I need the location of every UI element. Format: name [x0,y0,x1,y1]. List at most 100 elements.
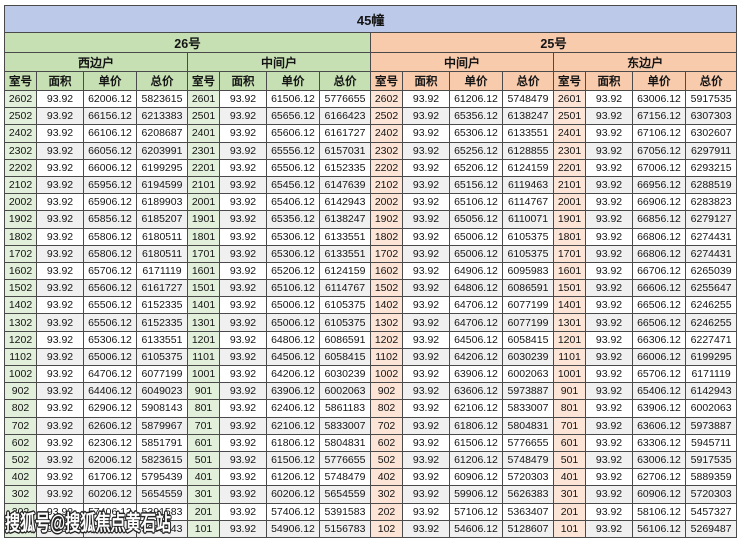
cell-area: 93.92 [219,330,267,349]
cell-total: 6002063 [684,399,738,418]
cell-unitprice: 65506.12 [83,296,137,315]
section-header-row: 26号 25号 [4,32,738,53]
cell-area: 93.92 [402,210,450,229]
cell-total: 6002063 [319,382,371,401]
cell-room: 1401 [553,296,586,315]
table-row: 802 93.92 62906.12 5908143 801 93.92 62406.12 5… [4,399,738,418]
cell-room: 602 [4,433,37,452]
cell-area: 93.92 [585,502,633,521]
cell-room: 1001 [553,364,586,384]
cell-total: 6255647 [684,279,738,298]
cell-unitprice: 64506.12 [449,330,503,349]
cell-room: 1101 [553,347,586,367]
cell-unitprice: 65606.12 [266,124,320,143]
cell-room: 1101 [187,347,220,367]
cell-area: 93.92 [402,468,450,487]
cell-room: 201 [553,502,586,521]
table-row: 1902 93.92 65856.12 6185207 1901 93.92 65356.1… [4,210,738,229]
cell-unitprice: 65206.12 [266,261,320,281]
cell-area: 93.92 [36,175,84,195]
cell-area: 93.92 [402,313,450,332]
cell-total: 6138247 [319,210,371,229]
cell-total: 5156783 [319,519,371,539]
cell-area: 93.92 [36,364,84,384]
cell-room: 1002 [4,364,37,384]
cell-area: 93.92 [585,244,633,263]
cell-total: 6180511 [136,244,188,263]
cell-total: 6138247 [502,107,554,126]
cell-total: 6030239 [502,347,554,367]
cell-unitprice: 65506.12 [83,313,137,332]
cell-unitprice: 56106.12 [632,519,686,539]
cell-unitprice: 64906.12 [449,261,503,281]
cell-room: 2102 [4,175,37,195]
cell-area: 93.92 [219,141,267,160]
cell-area: 93.92 [402,107,450,126]
cell-area: 93.92 [219,175,267,195]
cell-total: 6293215 [684,158,738,177]
cell-total: 5973887 [684,416,738,435]
cell-total: 5823615 [136,89,188,109]
cell-total: 6124159 [502,158,554,177]
cell-unitprice: 62106.12 [449,399,503,418]
cell-unitprice: 57106.12 [449,502,503,521]
unit-group-east: 东边户 [552,52,738,72]
cell-total: 5269487 [684,519,738,539]
cell-total: 5203743 [136,519,188,539]
cell-area: 93.92 [36,158,84,177]
cell-area: 93.92 [219,210,267,229]
cell-total: 6058415 [319,347,371,367]
cell-unitprice: 65006.12 [266,296,320,315]
cell-total: 6161727 [319,124,371,143]
cell-area: 93.92 [36,450,84,470]
cell-total: 6114767 [319,279,371,298]
cell-total: 6274431 [684,244,738,263]
table-row: 2402 93.92 66106.12 6208687 2401 93.92 65606.1… [4,124,738,143]
unit-group-west: 西边户 [4,52,188,72]
table-row: 1102 93.92 65006.12 6105375 1101 93.92 64506.1… [4,347,738,367]
cell-total: 6185207 [136,210,188,229]
cell-room: 1301 [187,313,220,332]
cell-unitprice: 61506.12 [266,89,320,109]
cell-unitprice: 62706.12 [632,468,686,487]
cell-unitprice: 66856.12 [632,210,686,229]
cell-area: 93.92 [585,364,633,384]
cell-area: 93.92 [219,244,267,263]
cell-total: 5908143 [136,399,188,418]
unit-type-row: 西边户 中间户 中间户 东边户 [4,52,738,72]
cell-area: 93.92 [219,89,267,109]
cell-unitprice: 67156.12 [632,107,686,126]
cell-area: 93.92 [219,193,267,212]
cell-area: 93.92 [585,416,633,435]
cell-total: 6086591 [502,279,554,298]
cell-unitprice: 66806.12 [632,244,686,263]
cell-area: 93.92 [219,364,267,384]
cell-unitprice: 65056.12 [449,210,503,229]
cell-area: 93.92 [36,433,84,452]
cell-area: 93.92 [219,502,267,521]
cell-total: 6142943 [684,382,738,401]
cell-room: 1702 [4,244,37,263]
table-row: 602 93.92 62306.12 5851791 601 93.92 61806.12 5… [4,433,738,452]
table-row: 1802 93.92 65806.12 6180511 1801 93.92 65306.1… [4,227,738,246]
cell-room: 1102 [4,347,37,367]
cell-unitprice: 65606.12 [83,279,137,298]
cell-total: 6105375 [319,313,371,332]
cell-total: 6171119 [136,261,188,281]
column-header-total: 总价 [684,71,738,91]
cell-total: 5654559 [136,485,188,504]
cell-unitprice: 65156.12 [449,175,503,195]
cell-room: 1302 [4,313,37,332]
cell-total: 6203991 [136,141,188,160]
cell-area: 93.92 [585,227,633,246]
cell-unitprice: 61206.12 [266,468,320,487]
cell-room: 1202 [370,330,403,349]
cell-total: 5861183 [319,399,371,418]
cell-unitprice: 63906.12 [632,399,686,418]
table-row: 102 93.92 55406.12 5203743 101 93.92 54906.12 5… [4,519,738,539]
cell-area: 93.92 [36,107,84,126]
cell-total: 6086591 [319,330,371,349]
cell-total: 5823615 [136,450,188,470]
cell-total: 6133551 [319,244,371,263]
cell-area: 93.92 [585,261,633,281]
